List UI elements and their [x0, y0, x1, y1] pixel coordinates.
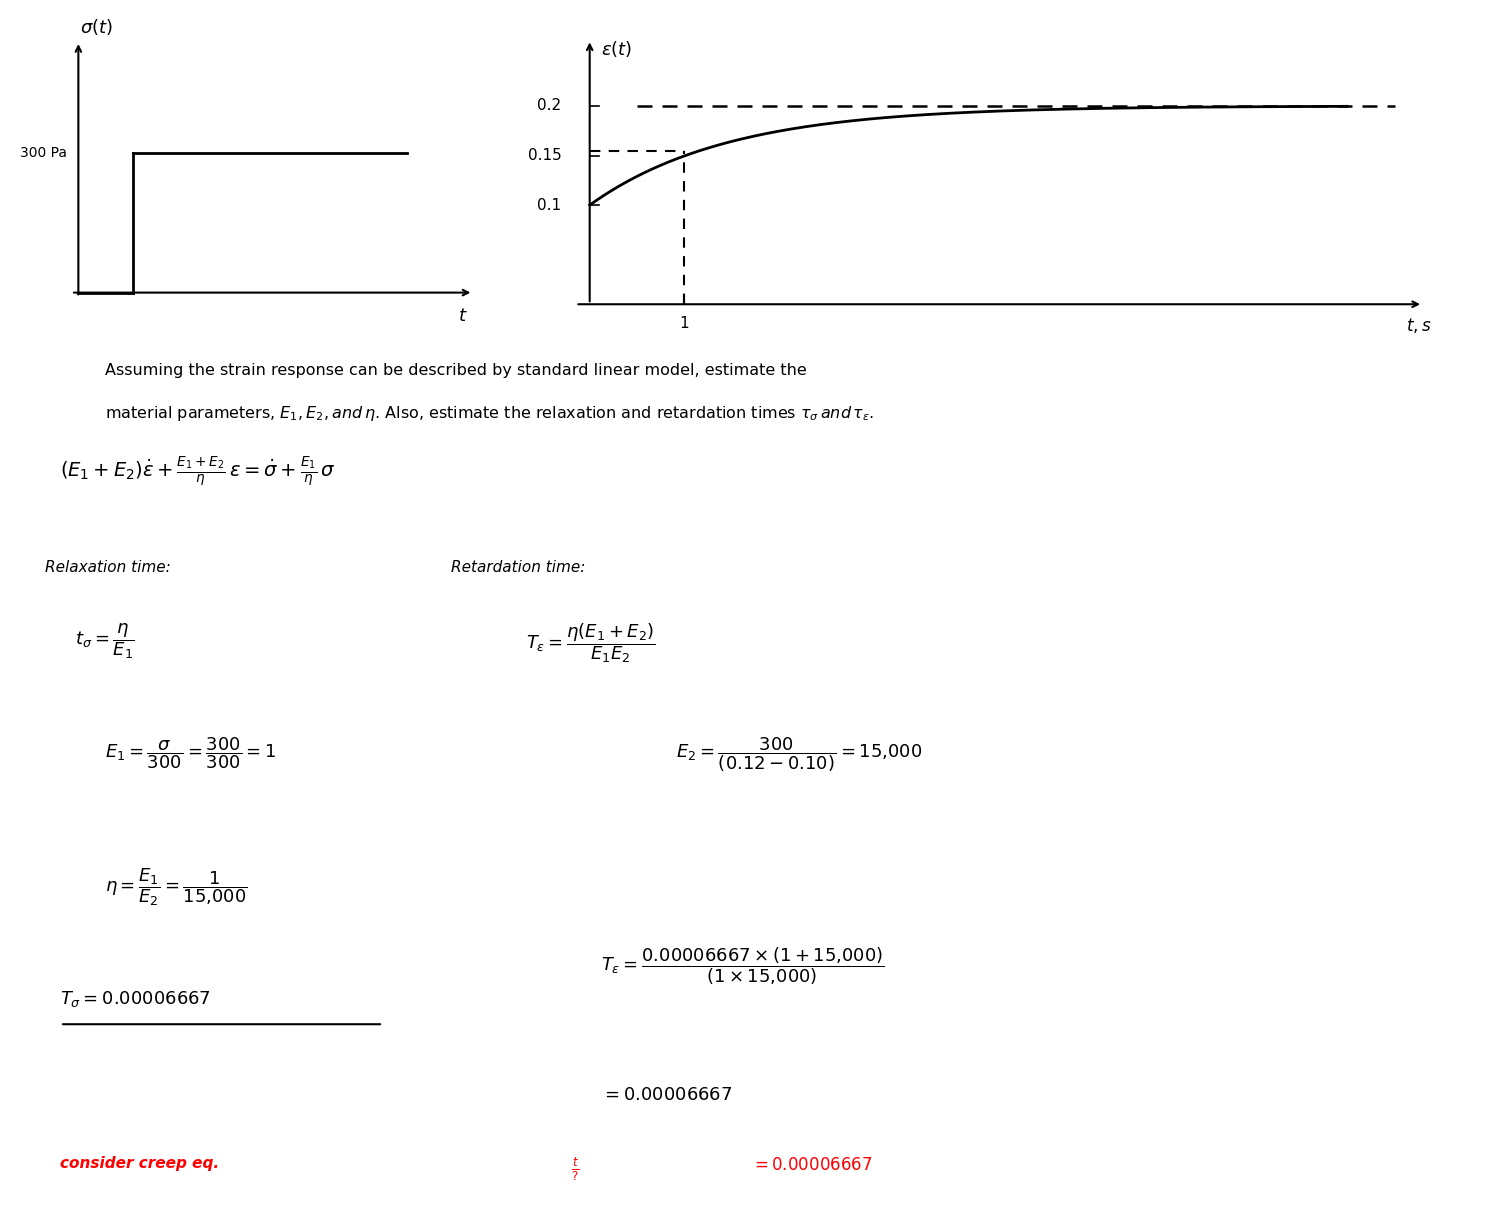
Text: 300 Pa: 300 Pa [21, 146, 68, 159]
Text: $t, s$: $t, s$ [1406, 316, 1431, 335]
Text: Relaxation time:: Relaxation time: [45, 560, 171, 574]
Text: $= 0.00006667$: $= 0.00006667$ [601, 1086, 733, 1104]
Text: $t$: $t$ [458, 307, 467, 325]
Text: material parameters, $E_1, E_2, and\,\eta$. Also, estimate the relaxation and re: material parameters, $E_1, E_2, and\,\et… [105, 404, 874, 422]
Text: $\left(E_1 + E_2\right)\dot{\varepsilon} + \frac{E_1+E_2}{\eta}\,\varepsilon = \: $\left(E_1 + E_2\right)\dot{\varepsilon}… [60, 455, 335, 488]
Text: $= 0.00006667$: $= 0.00006667$ [751, 1156, 873, 1173]
Text: $\frac{t}{?}$: $\frac{t}{?}$ [571, 1156, 578, 1183]
Text: 0.2: 0.2 [538, 99, 562, 113]
Text: 1: 1 [679, 316, 689, 331]
Text: $E_2 = \dfrac{300}{(0.12 - 0.10)} = 15{,}000$: $E_2 = \dfrac{300}{(0.12 - 0.10)} = 15{,… [676, 735, 922, 774]
Text: 0.1: 0.1 [538, 197, 562, 213]
Text: $T_\varepsilon = \dfrac{\eta\left(E_1+E_2\right)}{E_1 E_2}$: $T_\varepsilon = \dfrac{\eta\left(E_1+E_… [526, 621, 655, 664]
Text: Assuming the strain response can be described by standard linear model, estimate: Assuming the strain response can be desc… [105, 363, 807, 377]
Text: $\sigma(t)$: $\sigma(t)$ [80, 17, 113, 37]
Text: $E_1 = \dfrac{\sigma}{300} = \dfrac{300}{300} = 1$: $E_1 = \dfrac{\sigma}{300} = \dfrac{300}… [105, 735, 276, 770]
Text: $\eta = \dfrac{E_1}{E_2} = \dfrac{1}{15{,}000}$: $\eta = \dfrac{E_1}{E_2} = \dfrac{1}{15{… [105, 867, 248, 908]
Text: Retardation time:: Retardation time: [451, 560, 584, 574]
Text: 0.15: 0.15 [527, 148, 562, 163]
Text: $\varepsilon(t)$: $\varepsilon(t)$ [601, 39, 632, 60]
Text: $t_\sigma = \dfrac{\eta}{E_1}$: $t_\sigma = \dfrac{\eta}{E_1}$ [75, 621, 135, 661]
Text: $T_\sigma = 0.00006667$: $T_\sigma = 0.00006667$ [60, 989, 210, 1009]
Text: $T_\varepsilon = \dfrac{0.00006667 \times (1 + 15{,}000)}{(1 \times 15{,}000)}$: $T_\varepsilon = \dfrac{0.00006667 \time… [601, 946, 885, 987]
Text: consider creep eq.: consider creep eq. [60, 1156, 219, 1171]
